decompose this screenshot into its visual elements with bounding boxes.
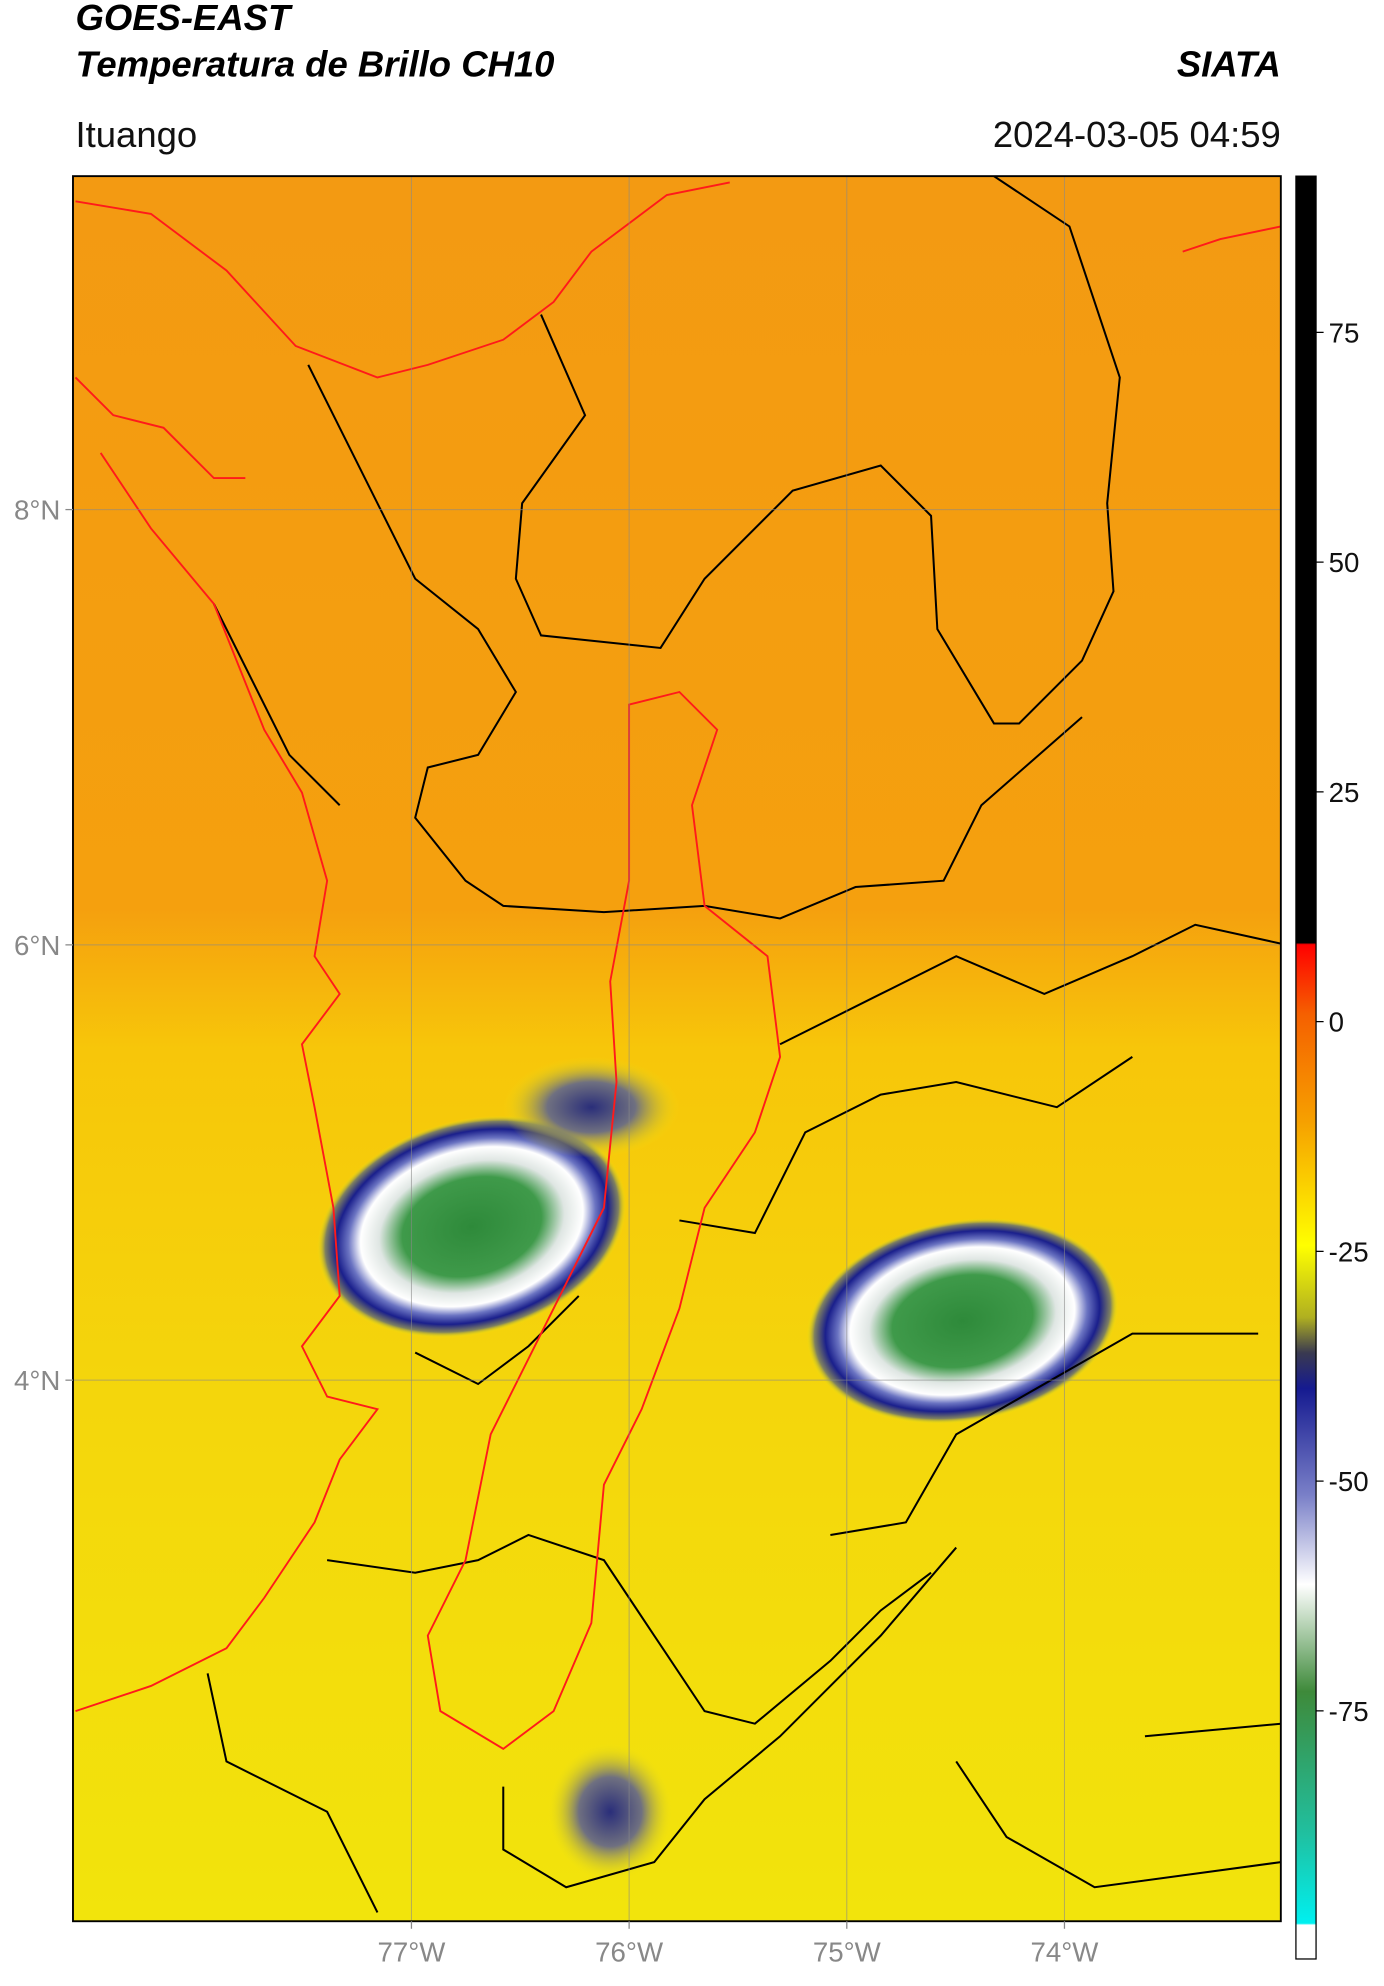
y-tick-label: 4°N	[14, 1365, 60, 1396]
colorbar-tick-label: -75	[1329, 1696, 1369, 1727]
map-image	[72, 176, 1281, 1922]
source: SIATA	[1177, 44, 1281, 85]
colorbar	[1295, 175, 1317, 1960]
storm-cloud	[503, 1056, 680, 1158]
colorbar-tick-label: 75	[1329, 317, 1360, 348]
timestamp: 2024-03-05 04:59	[993, 114, 1281, 155]
storm-cloud	[317, 1115, 627, 1338]
colorbar-tick-label: 0	[1329, 1007, 1344, 1038]
x-tick-label: 74°W	[1030, 1936, 1099, 1967]
storm-cloud	[547, 1742, 674, 1881]
colorbar-tick-label: 25	[1329, 777, 1360, 808]
y-tick-label: 6°N	[14, 930, 60, 961]
subtitle: Temperatura de Brillo CH10	[75, 44, 554, 85]
storm-cloud	[806, 1218, 1119, 1424]
colorbar-tick-label: 50	[1329, 547, 1360, 578]
title: GOES-EAST	[75, 0, 293, 38]
x-tick-label: 75°W	[813, 1936, 882, 1967]
x-tick-label: 77°W	[377, 1936, 446, 1967]
location: Ituango	[75, 114, 197, 155]
map-background	[72, 176, 1281, 1922]
coastline-and-basin	[74, 181, 1281, 1751]
colorbar-tick-label: -25	[1329, 1236, 1369, 1267]
y-tick-label: 8°N	[14, 495, 60, 526]
x-tick-label: 76°W	[595, 1936, 664, 1967]
map-frame	[72, 175, 1282, 1923]
grid	[72, 176, 1281, 1922]
colorbar-tick-label: -50	[1329, 1466, 1369, 1497]
